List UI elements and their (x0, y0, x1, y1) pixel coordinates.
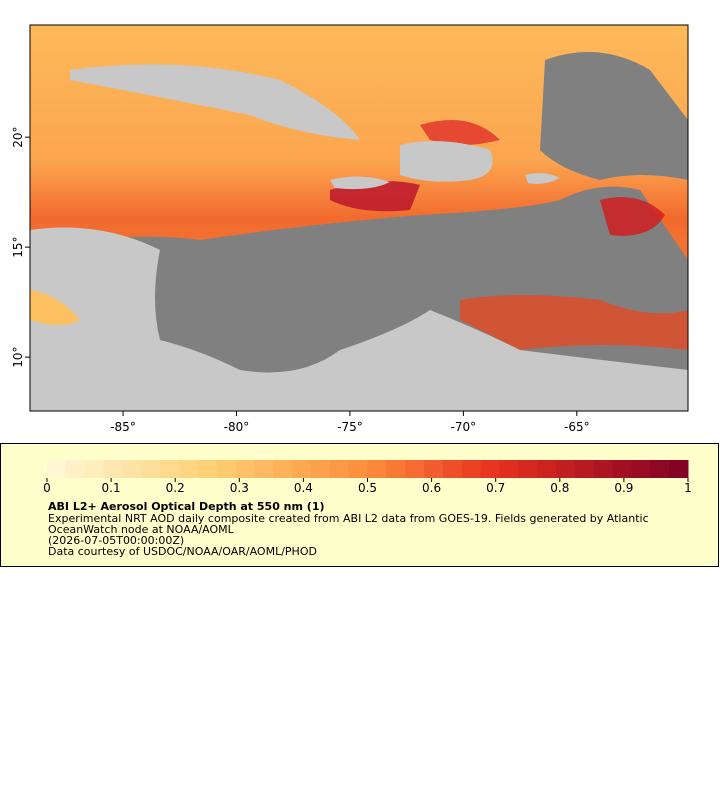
colorbar-step (122, 460, 142, 478)
colorbar-step (424, 460, 444, 478)
map-image (30, 25, 688, 411)
colorbar-step (669, 460, 689, 478)
colorbar-step (65, 460, 86, 478)
colorbar-tick-label: 0.8 (550, 481, 569, 495)
colorbar-tick-label: 0.3 (230, 481, 249, 495)
lon-tick-label: -70° (451, 420, 477, 434)
colorbar-step (518, 460, 538, 478)
colorbar-step (329, 460, 350, 478)
colorbar-step (310, 460, 331, 478)
colorbar-step (631, 460, 651, 478)
colorbar-step (141, 460, 161, 478)
colorbar-tick-label: 0.5 (358, 481, 377, 495)
colorbar: 0 0.1 0.2 0.3 0.4 0.5 0.6 0.7 0.8 0.9 1 (43, 460, 692, 495)
colorbar-step (386, 460, 406, 478)
aod-plume (600, 197, 665, 236)
lon-tick-label: -65° (564, 420, 590, 434)
legend-line: (2026-07-05T00:00:00Z) (48, 534, 184, 547)
legend-line: Data courtesy of USDOC/NOAA/OAR/AOML/PHO… (48, 545, 317, 558)
aod-plume (460, 295, 688, 350)
land-puerto-rico (525, 173, 560, 184)
colorbar-tick-label: 0.6 (422, 481, 441, 495)
colorbar-step (235, 460, 255, 478)
colorbar-step (612, 460, 632, 478)
map-frame (29, 24, 689, 412)
colorbar-step (216, 460, 237, 478)
colorbar-tick-label: 0.4 (294, 481, 313, 495)
colorbar-step (84, 460, 105, 478)
colorbar-step (650, 460, 670, 478)
colorbar-step (537, 460, 557, 478)
lon-tick-label: -80° (224, 420, 250, 434)
colorbar-tick-label: 0.7 (486, 481, 505, 495)
land-jamaica (330, 176, 390, 190)
colorbar-step (442, 460, 463, 478)
colorbar-tick-label: 1 (684, 481, 692, 495)
colorbar-step (574, 460, 595, 478)
aod-plume (420, 120, 500, 145)
colorbar-step (254, 460, 274, 478)
colorbar-tick-label: 0 (43, 481, 51, 495)
legend-line: OceanWatch node at NOAA/AOML (48, 523, 235, 536)
lon-tick-label: -85° (110, 420, 136, 434)
colorbar-step (367, 460, 387, 478)
lat-tick-label: 20° (11, 127, 25, 148)
legend-line: Experimental NRT AOD daily composite cre… (48, 512, 649, 525)
colorbar-step (480, 460, 500, 478)
colorbar-step (405, 460, 425, 478)
colorbar-step (556, 460, 576, 478)
colorbar-step (178, 460, 199, 478)
lat-tick-label: 10° (11, 346, 25, 367)
colorbar-step (160, 460, 180, 478)
colorbar-step (103, 460, 123, 478)
land-mainland (30, 227, 688, 411)
colorbar-step (499, 460, 519, 478)
colorbar-step (593, 460, 614, 478)
colorbar-step (47, 460, 67, 478)
colorbar-tick-label: 0.1 (102, 481, 121, 495)
colorbar-step (273, 460, 293, 478)
legend-title: ABI L2+ Aerosol Optical Depth at 550 nm … (48, 500, 325, 513)
nodata-region (540, 52, 688, 180)
colorbar-step (197, 460, 218, 478)
lon-tick-label: -75° (337, 420, 363, 434)
colorbar-step (292, 460, 312, 478)
colorbar-step (461, 460, 482, 478)
land-hispaniola (400, 141, 493, 182)
land-cuba (70, 64, 360, 140)
axes: -85° -80° -75° -70° -65° 10° 15° 20° (11, 127, 590, 434)
aod-field (30, 290, 80, 325)
colorbar-tick-label: 0.9 (614, 481, 633, 495)
colorbar-tick-label: 0.2 (166, 481, 185, 495)
lat-tick-label: 15° (11, 237, 25, 258)
colorbar-step (348, 460, 368, 478)
